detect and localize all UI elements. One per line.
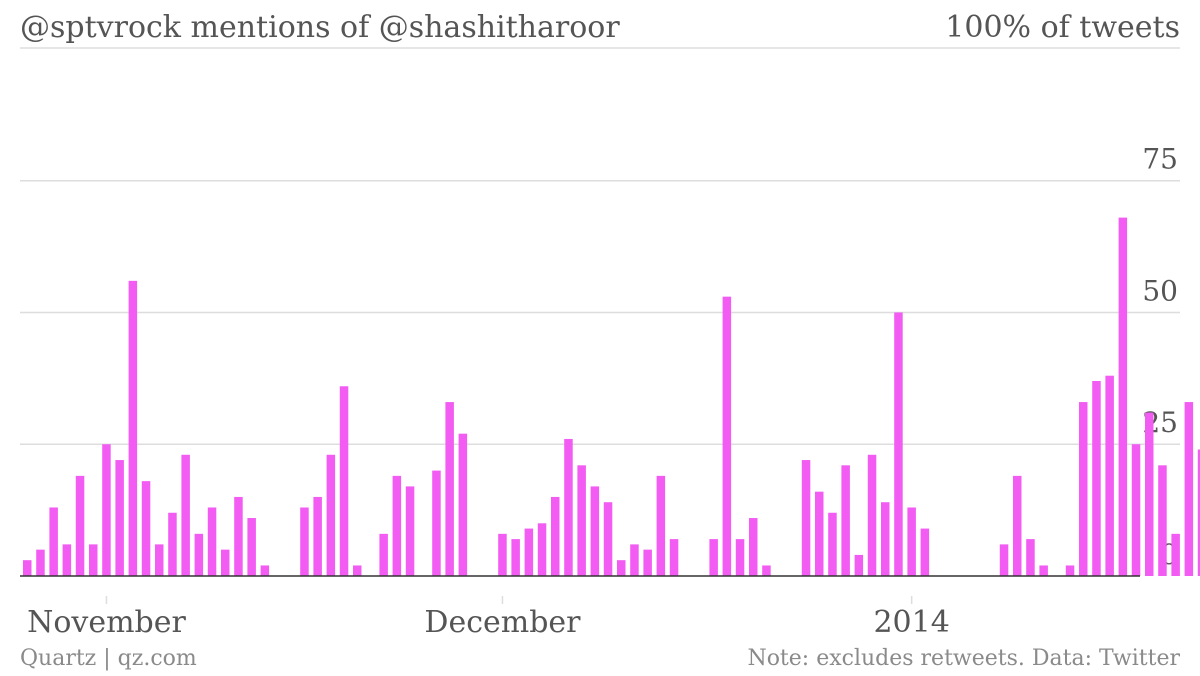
bar	[1184, 402, 1194, 576]
bar	[1026, 539, 1035, 576]
y-tick-label: 50	[1142, 274, 1178, 307]
bar	[524, 528, 534, 576]
bar	[128, 280, 138, 576]
bar	[709, 539, 718, 576]
bar	[1079, 402, 1088, 576]
bar	[247, 518, 256, 576]
bar	[194, 533, 204, 576]
bar	[432, 470, 441, 576]
bar	[1065, 565, 1075, 576]
source-credit: Quartz | qz.com	[20, 646, 197, 671]
bar	[749, 518, 758, 576]
bar	[75, 475, 85, 576]
bar	[656, 475, 666, 576]
bar	[841, 465, 850, 576]
bar	[260, 565, 270, 576]
bar	[867, 454, 877, 576]
bar	[815, 491, 824, 576]
chart-subtitle: 100% of tweets	[945, 10, 1180, 45]
bar	[445, 402, 454, 576]
bar	[89, 544, 98, 576]
bar	[392, 475, 402, 576]
bar	[168, 512, 177, 576]
bar	[801, 460, 811, 576]
bar	[498, 533, 507, 576]
x-tick-label: December	[424, 605, 581, 640]
chart-title: @sptvrock mentions of @shashitharoor	[20, 10, 620, 45]
bar	[102, 444, 111, 576]
bar	[1197, 449, 1200, 576]
bar	[49, 507, 58, 576]
bar	[234, 496, 243, 576]
bar	[313, 496, 322, 576]
bar	[207, 507, 217, 576]
bar	[920, 528, 930, 576]
bar	[828, 512, 837, 576]
bar	[458, 433, 468, 576]
bar	[353, 565, 362, 576]
bar	[339, 386, 349, 576]
bar	[722, 296, 732, 576]
bar	[907, 507, 916, 576]
bar	[669, 539, 679, 576]
bar	[881, 502, 890, 576]
bar	[537, 523, 547, 576]
bar	[735, 539, 745, 576]
bar	[551, 496, 560, 576]
y-tick-label: 75	[1142, 143, 1178, 176]
bar	[405, 486, 415, 576]
bar	[62, 544, 72, 576]
bar	[115, 460, 124, 576]
bar	[511, 539, 520, 576]
bar	[23, 560, 32, 576]
bar	[894, 312, 903, 576]
bar	[1145, 412, 1154, 576]
bar	[326, 454, 336, 576]
bar	[1171, 533, 1180, 576]
bar	[1092, 380, 1101, 576]
bar	[603, 502, 613, 576]
bar	[643, 549, 652, 576]
bar	[1105, 375, 1114, 576]
bar	[630, 544, 639, 576]
bar	[141, 481, 151, 576]
bar	[854, 554, 864, 576]
bar	[762, 565, 771, 576]
bar	[1118, 217, 1128, 576]
data-note: Note: excludes retweets. Data: Twitter	[747, 646, 1180, 671]
bar	[1158, 465, 1167, 576]
bar	[564, 438, 573, 576]
bar	[36, 549, 45, 576]
bar	[300, 507, 309, 576]
bar	[221, 549, 230, 576]
bar	[590, 486, 600, 576]
bar	[155, 544, 164, 576]
bar	[1013, 475, 1022, 576]
bar	[1131, 444, 1141, 576]
bar	[181, 454, 190, 576]
bar	[1039, 565, 1048, 576]
bar	[379, 533, 388, 576]
bar	[577, 465, 586, 576]
bar	[617, 560, 626, 576]
x-tick-label: 2014	[873, 605, 949, 640]
x-tick-label: November	[27, 605, 186, 640]
bar	[999, 544, 1009, 576]
